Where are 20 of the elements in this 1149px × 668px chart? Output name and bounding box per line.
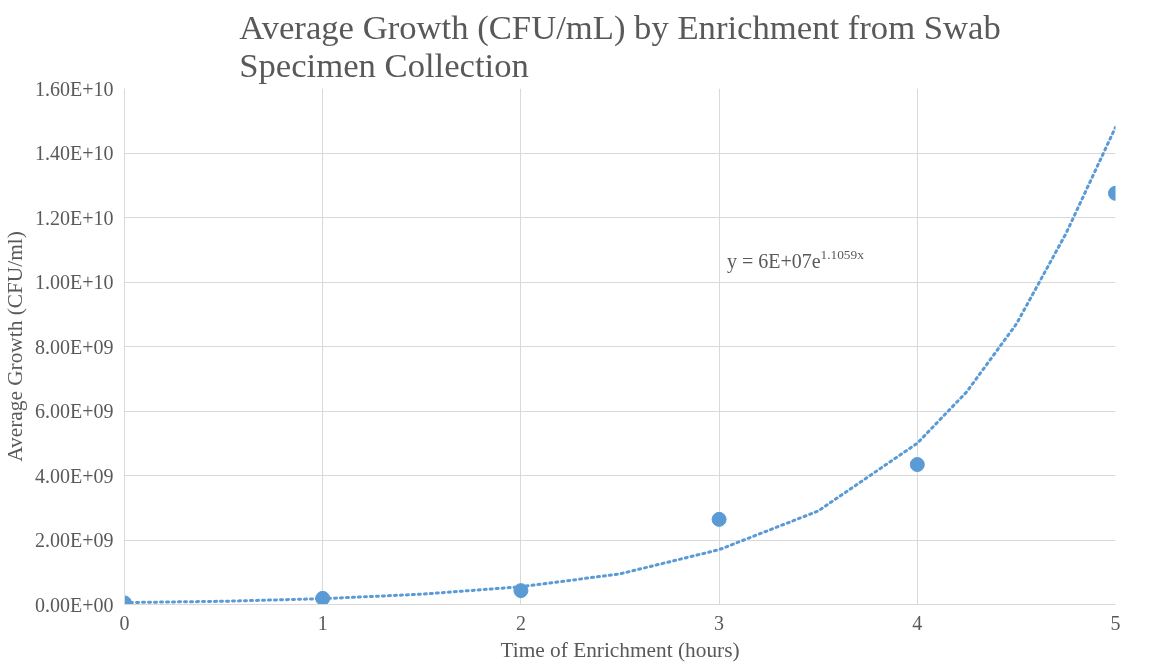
chart-title: Average Growth (CFU/mL) by Enrichment from Swab Specimen Collection: [239, 7, 1001, 84]
x-tick-label: 5: [1110, 611, 1121, 634]
x-tick-label: 1: [317, 611, 328, 634]
y-tick-label: 6.00E+09: [35, 400, 114, 422]
y-tick-label: 1.20E+10: [35, 206, 114, 229]
y-tick-label: 2.00E+09: [35, 529, 114, 551]
x-tick-label: 4: [912, 611, 923, 634]
x-tick-label: 3: [714, 611, 725, 634]
y-axis-title: Average Growth (CFU/ml): [3, 231, 27, 462]
x-tick-label: 0: [119, 611, 130, 634]
x-axis-title: Time of Enrichment (hours): [500, 637, 740, 662]
y-tick-label: 8.00E+09: [35, 335, 114, 358]
x-tick-label: 2: [515, 611, 526, 634]
point: [711, 511, 727, 527]
y-tick-label: 1.60E+10: [35, 77, 114, 100]
y-tick-label: 0.00E+00: [35, 593, 114, 616]
y-tick-label: 4.00E+09: [35, 464, 114, 487]
y-tick-label: 1.00E+10: [35, 271, 114, 293]
point: [909, 457, 925, 473]
y-tick-label: 1.40E+10: [35, 142, 114, 164]
